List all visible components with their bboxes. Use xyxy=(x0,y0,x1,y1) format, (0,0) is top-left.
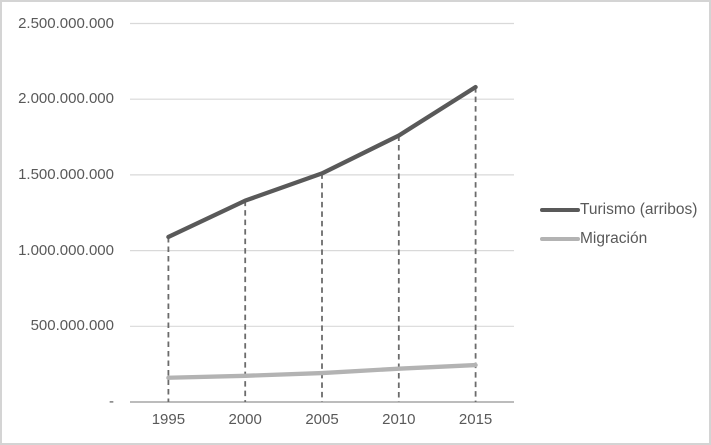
y-tick-label: 500.000.000 xyxy=(30,317,114,335)
y-tick-label: 1.000.000.000 xyxy=(18,241,114,259)
migracion-line-swatch-icon xyxy=(540,236,580,242)
turismo-line-swatch-icon xyxy=(540,207,580,213)
legend-label-migracion: Migración xyxy=(580,230,648,247)
x-tick-label: 1995 xyxy=(151,411,186,428)
y-tick-label: - xyxy=(109,393,114,410)
migracion-line xyxy=(166,362,478,380)
x-tick-label: 2010 xyxy=(382,411,416,428)
legend-item-turismo: Turismo (arribos) xyxy=(540,200,697,220)
x-tick-label: 2015 xyxy=(458,411,493,428)
turismo-line xyxy=(166,84,478,240)
y-tick-label: 2.000.000.000 xyxy=(18,90,114,108)
x-tick-label: 2005 xyxy=(305,411,339,428)
y-tick-label: 2.500.000.000 xyxy=(18,14,114,32)
y-tick-label: 1.500.000.000 xyxy=(18,165,114,183)
legend-item-migracion: Migración xyxy=(540,229,647,249)
x-tick-label: 2000 xyxy=(228,411,262,428)
legend-label-turismo: Turismo (arribos) xyxy=(580,201,698,218)
